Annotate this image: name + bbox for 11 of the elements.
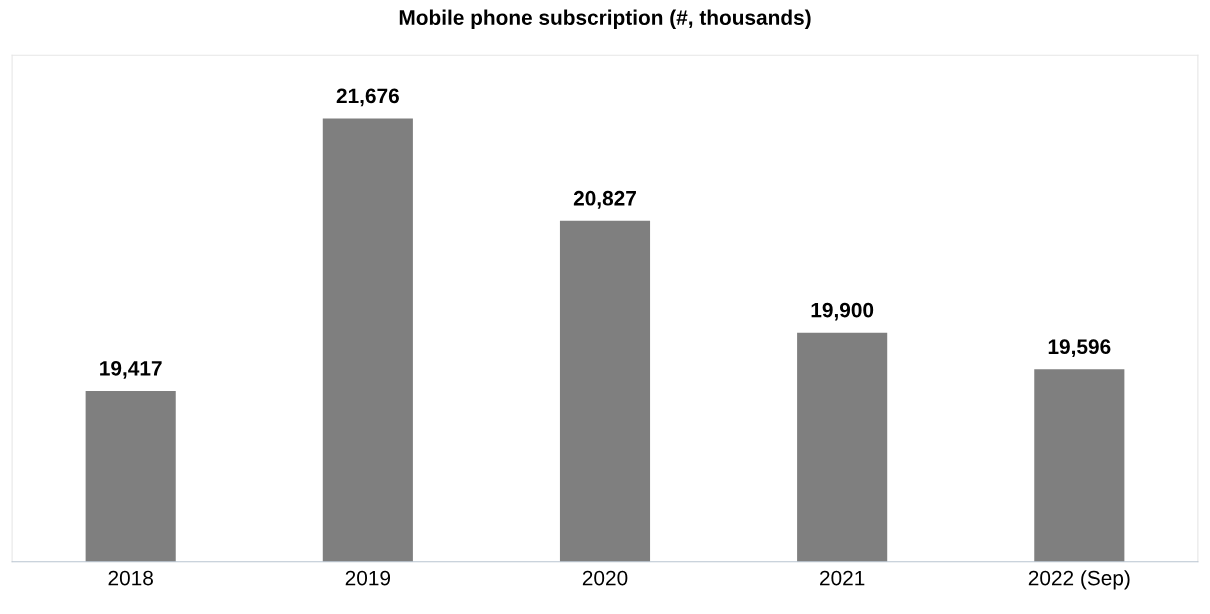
data-label: 19,596: [1048, 339, 1111, 358]
x-tick-label: 2020: [582, 570, 628, 586]
data-label: 19,900: [811, 302, 874, 321]
x-tick-label: 2022 (Sep): [1028, 570, 1130, 590]
data-label: 19,417: [100, 360, 162, 379]
chart-title: Mobile phone subscription (#, thousands): [399, 9, 811, 30]
x-tick-label: 2019: [345, 570, 391, 586]
x-tick-label: 2018: [108, 570, 153, 586]
data-label: 20,827: [573, 190, 636, 209]
data-label: 21,676: [336, 88, 399, 107]
x-tick-label: 2021: [820, 570, 865, 586]
